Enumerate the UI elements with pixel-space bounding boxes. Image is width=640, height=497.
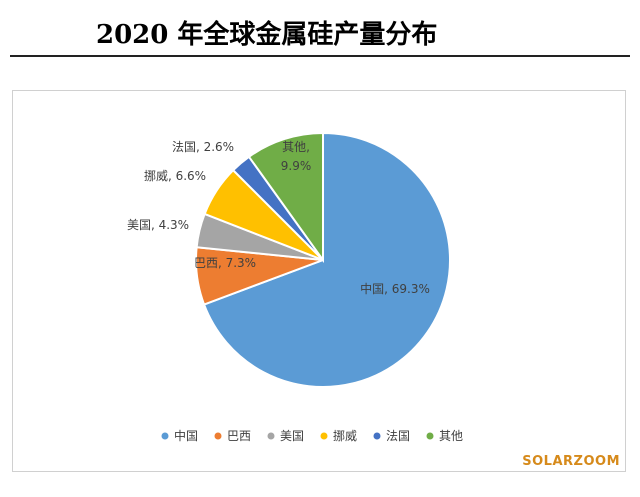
slice-labels: 中国, 69.3% 巴西, 7.3% 美国, 4.3% 挪威, 6.6% 法国, 2.6…	[127, 140, 430, 296]
legend-label-4: 挪威	[333, 429, 357, 443]
legend-marker-4	[320, 432, 328, 440]
legend-marker-1	[161, 432, 169, 440]
pie-slice-1	[202, 131, 451, 388]
legend-marker-2	[214, 432, 222, 440]
legend-label-5: 法国	[386, 429, 410, 443]
slice-label-6: 其他, 9.9%	[281, 140, 312, 173]
legend-label-1: 中国	[174, 428, 198, 443]
slice-label-2: 巴西, 7.3%	[194, 256, 256, 270]
legend-marker-3	[267, 432, 275, 440]
slice-label-3: 美国, 4.3%	[127, 218, 189, 232]
legend-label-3: 美国	[280, 429, 304, 443]
pie-slices	[195, 131, 451, 388]
legend-label-6: 其他	[439, 429, 463, 443]
page-title: 2020 年全球金属硅产量分布	[96, 20, 438, 50]
slice-label-4: 挪威, 6.6%	[144, 169, 206, 183]
watermark-logo: SOLARZOOM	[522, 454, 620, 469]
slice-label-5: 法国, 2.6%	[172, 140, 234, 154]
legend: 中国 巴西 美国 挪威 法国 其他	[161, 428, 463, 443]
slice-label-1: 中国, 69.3%	[360, 281, 430, 296]
legend-label-2: 巴西	[227, 429, 251, 443]
pie-slice-6	[247, 131, 324, 264]
title-divider	[10, 55, 630, 57]
legend-marker-6	[426, 432, 434, 440]
legend-marker-5	[373, 432, 381, 440]
